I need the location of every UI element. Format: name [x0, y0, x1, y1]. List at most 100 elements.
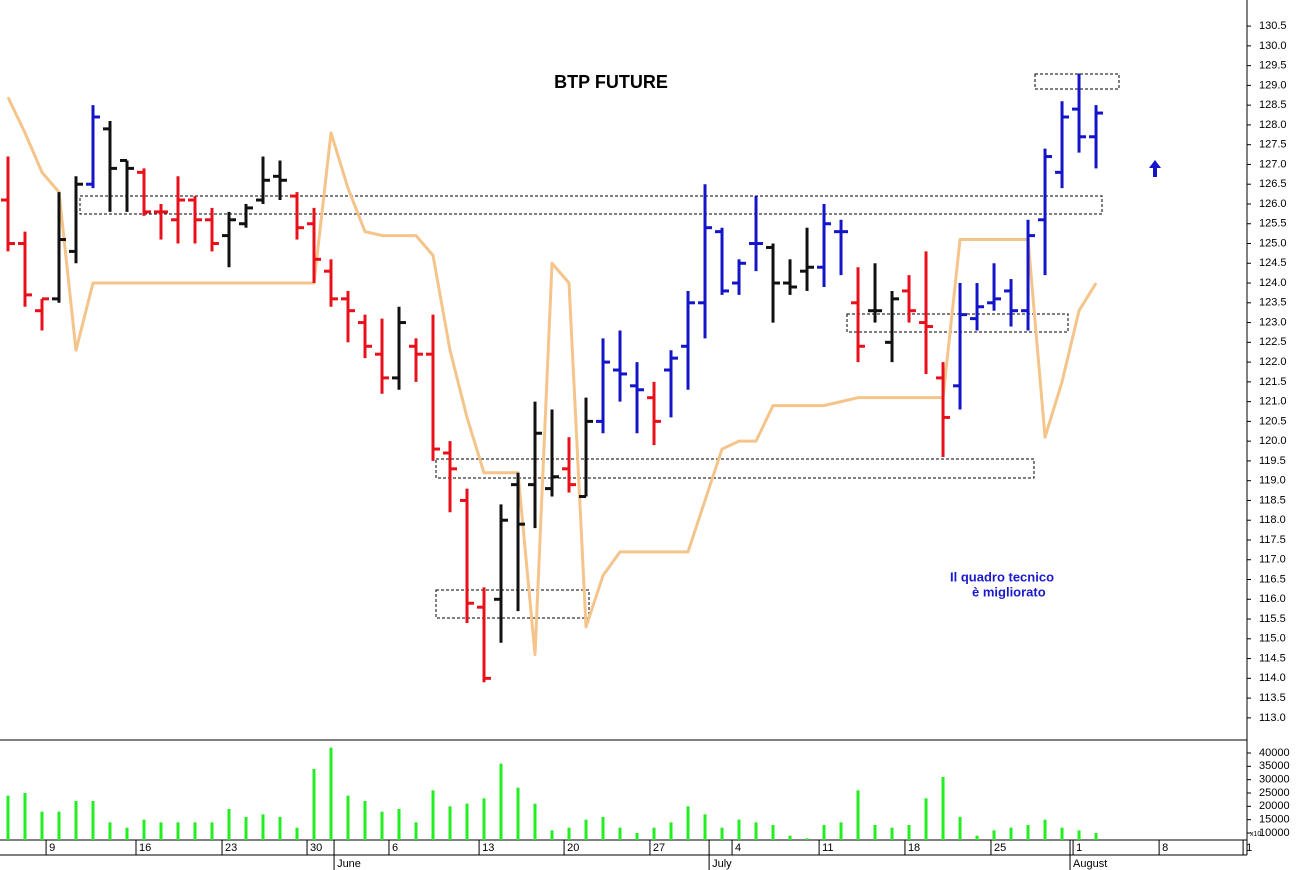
- volume-bar: [737, 819, 741, 840]
- month-label: August: [1073, 858, 1107, 870]
- volume-bar: [1077, 830, 1081, 840]
- volume-bar: [227, 809, 231, 840]
- volume-bar: [516, 787, 520, 840]
- y-tick-label: 130.5: [1259, 20, 1287, 32]
- volume-bar: [550, 830, 554, 840]
- volume-bar: [414, 822, 418, 840]
- y-tick-label: 114.0: [1259, 672, 1286, 684]
- volume-bar: [499, 763, 503, 840]
- level-box: [79, 195, 1103, 215]
- volume-bar: [244, 817, 248, 840]
- volume-bar: [788, 835, 792, 840]
- y-tick-label: 126.0: [1259, 198, 1287, 210]
- volume-bar: [618, 827, 622, 840]
- x-tick-label: 27: [653, 842, 665, 854]
- volume-bar: [125, 827, 129, 840]
- x-tick-label: 11: [822, 842, 833, 854]
- y-tick-label: 10000: [1259, 827, 1290, 839]
- volume-bar: [329, 747, 333, 840]
- level-box: [846, 313, 1069, 333]
- y-tick-label: 118.0: [1259, 514, 1286, 526]
- y-tick-label: 122.0: [1259, 356, 1287, 368]
- volume-bar: [601, 817, 605, 840]
- y-tick-label: 121.0: [1259, 396, 1287, 408]
- level-box: [435, 458, 1035, 479]
- volume-bar: [295, 827, 299, 840]
- up-arrow: [1149, 160, 1161, 177]
- volume-bar: [924, 798, 928, 840]
- y-tick-label: 116.0: [1259, 593, 1286, 605]
- volume-bar: [57, 811, 61, 840]
- y-tick-label: 120.5: [1259, 415, 1287, 427]
- volume-bar: [805, 838, 809, 840]
- volume-bar: [1094, 833, 1098, 840]
- y-tick-label: 123.0: [1259, 316, 1287, 328]
- volume-bar: [176, 822, 180, 840]
- annotation: Il quadro tecnico: [950, 569, 1054, 584]
- y-tick-label: 126.5: [1259, 178, 1287, 190]
- y-tick-label: 127.5: [1259, 139, 1287, 151]
- y-tick-label: 130.0: [1259, 40, 1287, 52]
- y-tick-label: 30000: [1259, 774, 1290, 786]
- volume-bar: [6, 795, 10, 840]
- volume-bar: [720, 827, 724, 840]
- volume-bar: [448, 806, 452, 840]
- y-tick-label: 40000: [1259, 747, 1290, 759]
- y-tick-label: 115.5: [1259, 613, 1286, 625]
- x-tick-label: 16: [139, 842, 151, 854]
- volume-bar: [652, 827, 656, 840]
- volume-bar: [397, 809, 401, 840]
- y-tick-label: 35000: [1259, 760, 1290, 772]
- y-tick-label: 25000: [1259, 787, 1290, 799]
- volume-bar: [856, 790, 860, 840]
- volume-bar: [193, 822, 197, 840]
- volume-bar: [635, 833, 639, 840]
- x-tick-label: 9: [49, 842, 55, 854]
- volume-bar: [533, 803, 537, 840]
- y-tick-label: 129.0: [1259, 79, 1287, 91]
- y-tick-label: 125.5: [1259, 218, 1287, 230]
- volume-bar: [210, 822, 214, 840]
- x-tick-label: 18: [908, 842, 920, 854]
- y-tick-label: 129.5: [1259, 60, 1287, 72]
- volume-bar: [74, 801, 78, 840]
- volume-bar: [1009, 827, 1013, 840]
- volume-bar: [261, 814, 265, 840]
- month-label: June: [337, 858, 361, 870]
- volume-bar: [91, 801, 95, 840]
- y-tick-label: 120.0: [1259, 435, 1287, 447]
- volume-bar: [584, 819, 588, 840]
- y-tick-label: 121.5: [1259, 376, 1287, 388]
- y-tick-label: 124.0: [1259, 277, 1287, 289]
- trend-line: [6, 96, 1098, 657]
- volume-bar: [482, 798, 486, 840]
- x-tick-label: 1: [1076, 842, 1082, 854]
- volume-bar: [1026, 825, 1030, 840]
- x-tick-label: 23: [225, 842, 237, 854]
- y-tick-label: 20000: [1259, 800, 1290, 812]
- y-tick-label: 128.0: [1259, 119, 1287, 131]
- y-tick-label: 122.5: [1259, 336, 1287, 348]
- volume-bar: [431, 790, 435, 840]
- volume-bar: [873, 825, 877, 840]
- chart-title: BTP FUTURE: [554, 72, 668, 92]
- volume-bar: [465, 803, 469, 840]
- y-tick-label: 119.0: [1259, 475, 1286, 487]
- x-tick-label: 1: [1246, 842, 1252, 854]
- volume-bar: [992, 830, 996, 840]
- volume-bar: [1043, 819, 1047, 840]
- level-box: [1034, 73, 1120, 90]
- volume-bar: [669, 822, 673, 840]
- y-tick-label: 15000: [1259, 814, 1290, 826]
- y-tick-label: 127.0: [1259, 158, 1287, 170]
- volume-bar: [890, 827, 894, 840]
- y-tick-label: 119.5: [1259, 455, 1286, 467]
- x-tick-label: 20: [567, 842, 579, 854]
- volume-bar: [40, 811, 44, 840]
- volume-bar: [142, 819, 146, 840]
- x-tick-label: 4: [735, 842, 741, 854]
- volume-bar: [839, 822, 843, 840]
- volume-bar: [380, 811, 384, 840]
- volume-axis-note: x10: [1250, 831, 1261, 838]
